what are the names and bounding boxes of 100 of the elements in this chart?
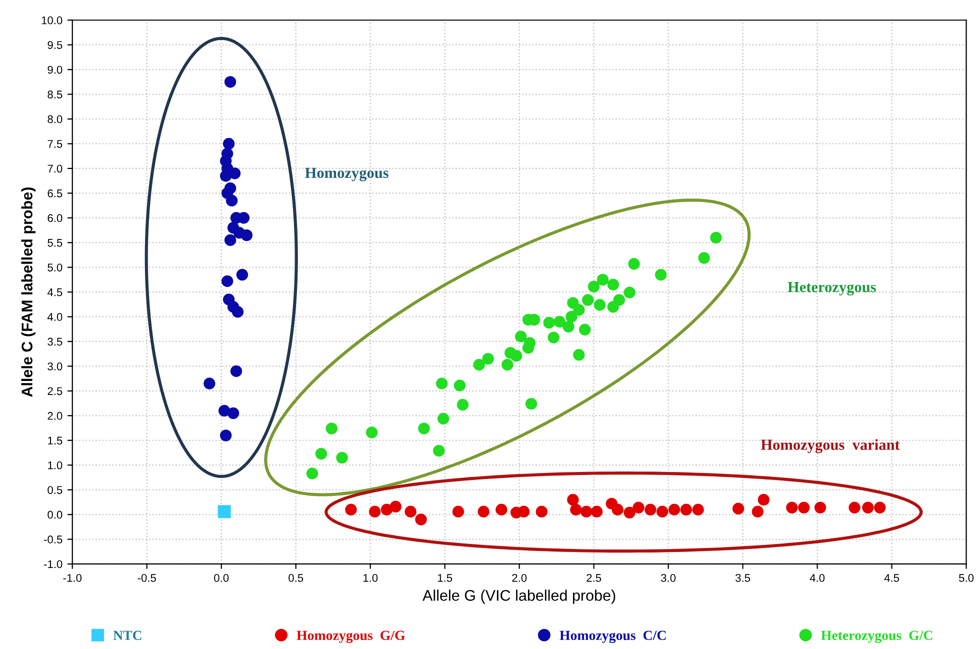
point [596, 274, 609, 286]
x-tick-label: 5.0 [958, 574, 974, 582]
x-tick-label: 3.0 [661, 574, 676, 582]
point [582, 294, 594, 306]
point [573, 348, 585, 361]
point [580, 506, 592, 518]
x-tick-label: 1.5 [438, 574, 452, 582]
point [452, 506, 464, 518]
x-tick-label: 4.0 [810, 574, 825, 582]
point [607, 278, 620, 290]
x-tick-label: -1.0 [63, 574, 82, 582]
point [496, 504, 508, 516]
y-tick-label: 4.5 [47, 288, 62, 296]
y-tick-label: 4.0 [47, 313, 62, 321]
point [570, 504, 582, 516]
point [456, 398, 469, 411]
annotation: Heterozygous [788, 282, 876, 296]
point [710, 232, 722, 244]
point [594, 299, 606, 311]
point [548, 332, 560, 344]
point [758, 494, 770, 506]
y-tick-label: 0.0 [48, 510, 62, 519]
y-tick-label: 8.0 [48, 115, 62, 124]
point [536, 506, 548, 518]
x-tick-label: 4.5 [884, 574, 900, 582]
point [655, 268, 667, 281]
y-tick-label: 5.5 [48, 238, 62, 247]
point [624, 286, 636, 298]
legend-label: Homozygous C/C [560, 630, 666, 643]
point [644, 504, 656, 516]
point [218, 404, 230, 417]
annotation: Homozygous variant [760, 439, 900, 454]
point [628, 258, 640, 270]
point [567, 297, 579, 309]
point [224, 234, 236, 246]
point [240, 229, 253, 242]
point [306, 468, 318, 480]
y-tick-label: 1.5 [48, 436, 62, 445]
point [220, 430, 232, 442]
annotation: Homozygous [305, 168, 388, 182]
point [656, 506, 668, 518]
point [230, 365, 242, 377]
point [415, 514, 427, 526]
point [732, 502, 744, 514]
point [404, 506, 416, 518]
point [390, 500, 402, 512]
point [218, 505, 231, 518]
point [510, 350, 522, 362]
point [514, 330, 527, 342]
x-tick-label: 1.0 [363, 574, 378, 582]
y-tick-label: -1.0 [44, 560, 62, 568]
y-tick-label: 9.5 [48, 41, 62, 49]
point [224, 76, 236, 88]
point [433, 444, 445, 457]
point [668, 504, 680, 516]
x-tick-label: 2.5 [586, 574, 602, 582]
y-tick-label: 10.0 [42, 16, 62, 24]
legend-label: NTC [113, 630, 142, 640]
point [437, 412, 450, 424]
point [204, 378, 216, 390]
y-tick-label: 2.0 [48, 412, 62, 420]
y-tick-label: 6.5 [48, 189, 62, 198]
y-tick-label: -0.5 [44, 536, 62, 544]
y-tick-label: 7.5 [48, 140, 62, 148]
point [612, 504, 624, 516]
point [222, 138, 235, 150]
point [798, 502, 810, 514]
point [862, 502, 874, 514]
y-axis-title: Allele C (FAM labelled probe) [21, 188, 36, 397]
point [814, 502, 826, 514]
x-axis-title: Allele G (VIC labelled probe) [422, 590, 616, 604]
point [232, 306, 244, 318]
y-tick-label: 2.5 [48, 387, 62, 396]
point [518, 506, 530, 518]
point [482, 352, 494, 365]
point [478, 506, 490, 518]
point [502, 358, 514, 371]
x-tick-label: 0.0 [214, 574, 229, 582]
point [624, 506, 636, 518]
y-tick-label: 3.5 [48, 338, 62, 346]
point [473, 358, 485, 371]
point [562, 320, 574, 333]
x-tick-label: 0.5 [288, 574, 304, 582]
y-tick-label: 0.5 [48, 486, 62, 494]
x-tick-label: -0.5 [138, 574, 156, 582]
point [336, 452, 348, 464]
legend-label: Heterozygous G/C [821, 630, 932, 643]
y-tick-label: 5.0 [48, 264, 62, 272]
point [220, 170, 232, 182]
y-tick-label: 6.0 [48, 214, 62, 222]
point [368, 506, 381, 518]
point [345, 504, 357, 516]
point [573, 304, 585, 316]
point [543, 316, 555, 329]
point [236, 268, 248, 281]
point [554, 316, 566, 328]
point [566, 310, 578, 323]
point [579, 324, 591, 336]
point [786, 502, 798, 514]
y-tick-label: 1.0 [48, 461, 62, 470]
